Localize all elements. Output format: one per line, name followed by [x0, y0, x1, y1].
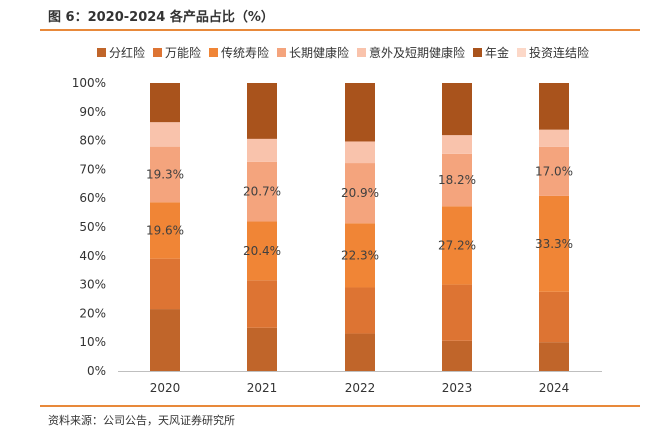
legend: 分红险 万能险 传统寿险 长期健康险 意外及短期健康险 年金 投资连结险: [97, 45, 589, 60]
data-labels: 19.6% 19.3% 20.4% 20.7% 22.3% 20.9% 27.2% 18.2%…: [146, 164, 573, 262]
bar-segment: [442, 135, 472, 154]
y-tick-label: 100%: [72, 76, 106, 90]
y-tick-label: 30%: [79, 278, 106, 292]
y-tick-label: 90%: [79, 105, 106, 119]
bar-segment: [539, 342, 569, 371]
bar-segment: [345, 83, 375, 142]
data-label: 17.0%: [535, 164, 573, 178]
data-label: 20.9%: [341, 186, 379, 200]
legend-swatch: [517, 48, 526, 57]
data-label: 19.6%: [146, 223, 184, 237]
legend-label: 分红险: [109, 45, 145, 60]
bar-segment: [150, 83, 180, 123]
data-label: 20.4%: [243, 244, 281, 258]
bar-segment: [539, 83, 569, 130]
source-note: 资料来源：公司公告，天风证券研究所: [48, 414, 235, 427]
data-label: 27.2%: [438, 238, 476, 252]
bar-segment: [150, 202, 180, 259]
x-axis: 2020 2021 2022 2023 2024: [118, 371, 602, 395]
bar-segment: [247, 83, 277, 139]
legend-label: 年金: [485, 45, 509, 60]
bar-segment: [150, 309, 180, 371]
x-tick-label: 2020: [150, 381, 181, 395]
data-label: 22.3%: [341, 248, 379, 262]
y-tick-label: 50%: [79, 220, 106, 234]
bar-segment: [150, 258, 180, 310]
legend-swatch: [357, 48, 366, 57]
bar-segment: [442, 83, 472, 136]
bar-segment: [150, 122, 180, 147]
legend-swatch: [209, 48, 218, 57]
x-tick-label: 2024: [539, 381, 570, 395]
bar-segment: [442, 284, 472, 341]
bar-segment: [247, 138, 277, 162]
bar-segment: [442, 340, 472, 371]
data-label: 19.3%: [146, 167, 184, 181]
bar-segment: [247, 221, 277, 281]
legend-label: 万能险: [165, 45, 201, 60]
bar-segment: [345, 163, 375, 224]
legend-swatch: [277, 48, 286, 57]
top-rule: [40, 29, 640, 31]
bar-segment: [539, 129, 569, 147]
legend-swatch: [473, 48, 482, 57]
bar-segment: [345, 333, 375, 371]
data-label: 18.2%: [438, 173, 476, 187]
y-tick-label: 70%: [79, 162, 106, 176]
bar-segment: [539, 146, 569, 196]
legend-label: 传统寿险: [221, 45, 269, 60]
bars: [150, 83, 569, 371]
y-tick-label: 10%: [79, 335, 106, 349]
bar-segment: [345, 223, 375, 288]
x-tick-label: 2023: [442, 381, 473, 395]
bar-segment: [345, 287, 375, 334]
legend-label: 投资连结险: [529, 45, 589, 60]
bottom-rule: [40, 405, 640, 407]
data-label: 33.3%: [535, 237, 573, 251]
bar-segment: [345, 141, 375, 164]
bar-segment: [247, 161, 277, 222]
y-tick-label: 60%: [79, 191, 106, 205]
legend-swatch: [153, 48, 162, 57]
y-tick-label: 40%: [79, 249, 106, 263]
x-tick-label: 2022: [345, 381, 376, 395]
data-label: 20.7%: [243, 185, 281, 199]
x-tick-label: 2021: [247, 381, 278, 395]
figure-title: 图 6：2020-2024 各产品占比（%）: [48, 10, 274, 25]
bar-segment: [150, 146, 180, 203]
bar-segment: [247, 280, 277, 328]
y-tick-label: 80%: [79, 134, 106, 148]
y-axis: 0% 10% 20% 30% 40% 50% 60% 70% 80% 90% 100%: [72, 76, 106, 378]
y-tick-label: 20%: [79, 306, 106, 320]
bar-segment: [442, 153, 472, 207]
bar-segment: [442, 206, 472, 285]
y-tick-label: 0%: [87, 364, 106, 378]
legend-label: 长期健康险: [289, 45, 349, 60]
bar-segment: [539, 195, 569, 292]
legend-swatch: [97, 48, 106, 57]
bar-segment: [247, 327, 277, 371]
bar-segment: [539, 291, 569, 343]
legend-label: 意外及短期健康险: [369, 45, 465, 60]
